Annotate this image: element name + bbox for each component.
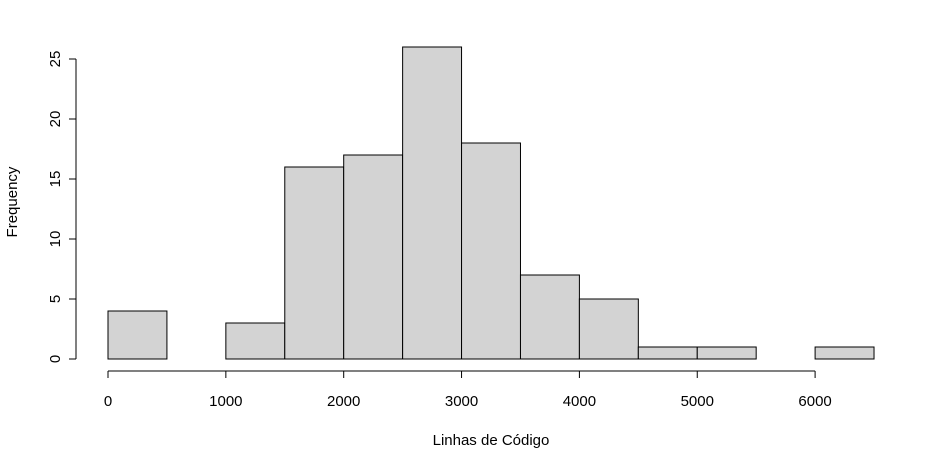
bars-group (107, 46, 875, 360)
x-tick-label: 6000 (798, 393, 831, 410)
y-tick-label: 5 (47, 295, 64, 303)
y-tick-label: 0 (47, 355, 64, 363)
y-tick-label: 15 (47, 171, 64, 188)
histogram-bar (225, 322, 286, 360)
histogram-bar (578, 298, 639, 360)
histogram-bar (284, 166, 345, 360)
y-axis-title: Frequency (4, 166, 21, 237)
histogram-bar (696, 346, 757, 360)
histogram-bar (402, 46, 463, 360)
histogram-bar (519, 274, 580, 360)
histogram-bar (814, 346, 875, 360)
histogram-bar (637, 346, 698, 360)
y-tick-label: 20 (47, 111, 64, 128)
y-tick-label: 10 (47, 231, 64, 248)
histogram-bar (343, 154, 404, 360)
x-tick-label: 3000 (445, 393, 478, 410)
x-tick-label: 0 (104, 393, 112, 410)
x-tick-label: 2000 (327, 393, 360, 410)
x-tick-label: 5000 (681, 393, 714, 410)
x-axis-title: Linhas de Código (433, 432, 550, 449)
x-tick-label: 4000 (563, 393, 596, 410)
histogram-bar (461, 142, 521, 360)
y-tick-label: 25 (47, 51, 64, 68)
histogram-bar (107, 310, 168, 360)
x-tick-label: 1000 (209, 393, 242, 410)
y-axis: 0 5 10 15 20 25 (47, 51, 77, 363)
x-axis: 0 1000 2000 3000 4000 5000 6000 (104, 370, 832, 410)
